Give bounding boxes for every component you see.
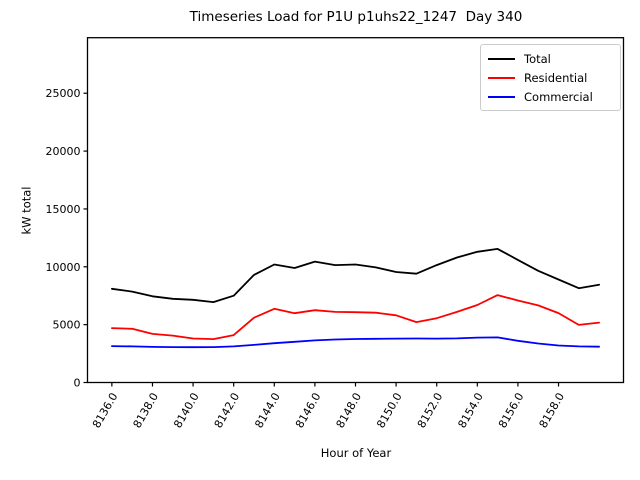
series-line-total bbox=[111, 247, 600, 304]
series-line-commercial bbox=[111, 336, 600, 349]
y-tick-label: 10000 bbox=[46, 261, 81, 274]
x-tick-label: 8136.0 bbox=[90, 391, 121, 431]
x-tick-label: 8138.0 bbox=[131, 391, 162, 431]
x-tick-label: 8158.0 bbox=[537, 391, 568, 431]
legend-line-swatch-residential bbox=[488, 76, 515, 79]
legend: Total Residential Commercial bbox=[480, 44, 621, 111]
x-axis-label: Hour of Year bbox=[320, 446, 392, 460]
y-axis-label: kW total bbox=[19, 186, 34, 235]
x-tick-label: 8156.0 bbox=[496, 391, 527, 431]
legend-line-swatch-commercial bbox=[488, 95, 515, 98]
chart-title: Timeseries Load for P1U p1uhs22_1247 Day… bbox=[189, 9, 523, 25]
legend-item-commercial: Commercial bbox=[488, 87, 612, 106]
x-tick-label: 8144.0 bbox=[252, 391, 283, 431]
x-tick-label: 8154.0 bbox=[455, 391, 486, 431]
y-tick-label: 0 bbox=[74, 377, 81, 390]
y-tick-label: 15000 bbox=[46, 203, 81, 216]
legend-item-residential: Residential bbox=[488, 68, 612, 87]
legend-line-swatch-total bbox=[488, 57, 515, 60]
x-tick-label: 8140.0 bbox=[171, 391, 202, 431]
x-tick-label: 8150.0 bbox=[374, 391, 405, 431]
x-tick-label: 8148.0 bbox=[334, 391, 365, 431]
series-line-residential bbox=[111, 294, 600, 341]
legend-label: Commercial bbox=[524, 89, 593, 104]
x-tick-label: 8146.0 bbox=[293, 391, 324, 431]
y-tick-label: 20000 bbox=[46, 145, 81, 158]
y-tick-label: 25000 bbox=[46, 87, 81, 100]
x-tick-label: 8142.0 bbox=[212, 391, 243, 431]
y-tick-label: 5000 bbox=[53, 319, 81, 332]
legend-label: Residential bbox=[524, 70, 588, 85]
legend-label: Total bbox=[524, 51, 551, 66]
x-tick-label: 8152.0 bbox=[415, 391, 446, 431]
legend-item-total: Total bbox=[488, 49, 612, 68]
